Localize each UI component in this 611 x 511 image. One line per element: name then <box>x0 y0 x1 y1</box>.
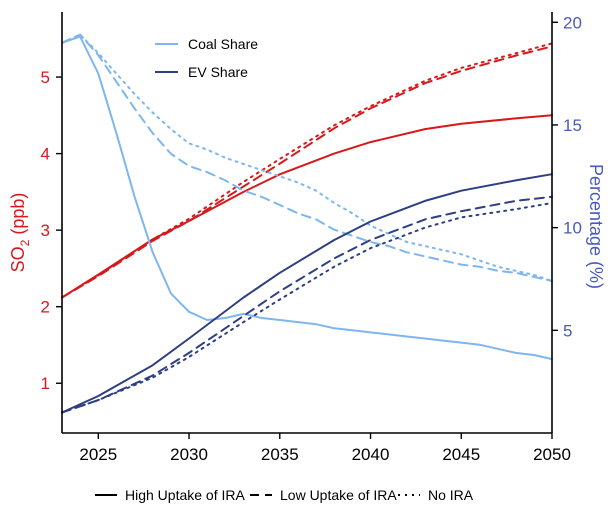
series-legend: Coal Share EV Share <box>155 36 258 80</box>
x-tick-label: 2045 <box>442 445 480 464</box>
left-y-axis-label-subscript: 2 <box>18 239 32 246</box>
left-y-axis-label-main: SO <box>8 246 28 272</box>
series-line-so2-high-uptake-of-ira <box>61 114 553 299</box>
series-line-coal-share-high-uptake-of-ira <box>61 35 553 361</box>
series-line-ev-share-no-ira <box>61 202 553 414</box>
series-line-ev-share-high-uptake-of-ira <box>61 173 553 414</box>
x-tick-label: 2040 <box>352 445 390 464</box>
legend-label-ev-share: EV Share <box>188 64 248 80</box>
right-y-tick-label: 10 <box>563 219 582 238</box>
left-y-tick-label: 2 <box>41 298 50 317</box>
left-y-tick-label: 4 <box>41 145 50 164</box>
series-line-coal-share-low-uptake-of-ira <box>61 33 553 282</box>
legend-label-high-uptake-of-ira: High Uptake of IRA <box>125 487 245 503</box>
left-y-tick-label: 5 <box>41 68 50 87</box>
right-y-tick-label: 5 <box>563 321 572 340</box>
left-y-tick-label: 1 <box>41 374 50 393</box>
x-tick-label: 2030 <box>170 445 208 464</box>
x-tick-label: 2050 <box>533 445 571 464</box>
left-y-tick-label: 3 <box>41 221 50 240</box>
series-layer <box>61 33 553 414</box>
series-line-ev-share-low-uptake-of-ira <box>61 195 553 414</box>
x-tick-label: 2035 <box>261 445 299 464</box>
axes-layer <box>61 12 553 434</box>
legend-label-coal-share: Coal Share <box>188 36 258 52</box>
series-line-so2-low-uptake-of-ira <box>61 45 553 299</box>
left-y-axis-label: SO2 (ppb) <box>8 193 32 273</box>
right-y-tick-label: 20 <box>563 13 582 32</box>
scenario-legend: High Uptake of IRA Low Uptake of IRA No IR… <box>95 487 474 503</box>
ticks-layer: 2025 2030 2035 2040 2045 2050 1 2 3 4 5 5 10 15 20 <box>41 13 582 464</box>
right-y-axis-label: Percentage (%) <box>586 164 606 289</box>
right-y-tick-label: 15 <box>563 116 582 135</box>
series-line-coal-share-no-ira <box>61 33 553 282</box>
series-line-so2-no-ira <box>61 42 553 299</box>
legend-label-low-uptake-of-ira: Low Uptake of IRA <box>280 487 397 503</box>
legend-label-no-ira: No IRA <box>428 487 474 503</box>
left-y-axis-label-tail: (ppb) <box>8 193 28 240</box>
x-tick-label: 2025 <box>79 445 117 464</box>
